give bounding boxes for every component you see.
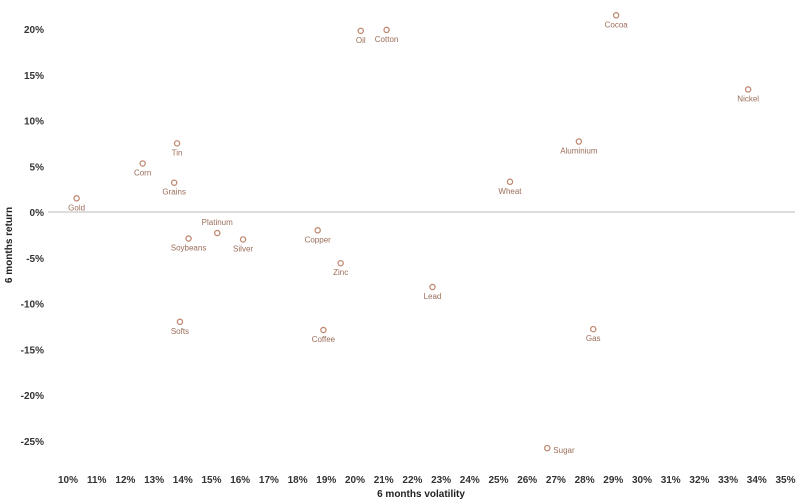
y-tick-label: 10% <box>24 117 44 128</box>
data-point-cotton <box>383 26 390 34</box>
y-tick-label: 15% <box>24 71 44 82</box>
data-point-softs <box>176 318 184 326</box>
point-label-cocoa: Cocoa <box>605 20 629 29</box>
data-point-nickel <box>744 86 752 93</box>
data-point-zinc <box>337 259 344 267</box>
x-tick-label: 21% <box>374 475 394 486</box>
x-tick-label: 25% <box>488 475 508 486</box>
x-tick-label: 22% <box>402 475 422 486</box>
data-point-coffee <box>320 326 327 334</box>
y-axis-title: 6 months return <box>4 207 15 283</box>
point-label-sugar: Sugar <box>553 446 575 455</box>
x-tick-label: 12% <box>115 475 135 486</box>
x-tick-label: 32% <box>689 475 709 486</box>
x-tick-label: 35% <box>775 475 795 486</box>
x-axis-title: 6 months volatility <box>377 489 465 500</box>
point-label-aluminium: Aluminium <box>560 147 598 156</box>
data-point-gas <box>589 325 597 333</box>
x-tick-label: 17% <box>259 475 279 486</box>
point-label-coffee: Coffee <box>312 335 336 344</box>
x-tick-label: 34% <box>747 475 767 486</box>
point-label-platinum: Platinum <box>202 218 233 227</box>
x-tick-label: 26% <box>517 475 537 486</box>
y-tick-label: 0% <box>30 208 45 219</box>
point-label-tin: Tin <box>172 148 183 157</box>
y-tick-label: -10% <box>21 300 44 311</box>
x-tick-label: 11% <box>87 475 107 486</box>
point-label-silver: Silver <box>233 244 253 253</box>
x-tick-label: 30% <box>632 475 652 486</box>
data-point-platinum <box>213 229 221 237</box>
data-point-soybeans <box>185 235 192 242</box>
point-label-lead: Lead <box>424 292 442 301</box>
point-label-nickel: Nickel <box>737 94 759 103</box>
data-point-wheat <box>506 178 514 186</box>
x-tick-label: 33% <box>718 475 738 486</box>
x-tick-label: 15% <box>201 475 221 486</box>
x-tick-label: 27% <box>546 475 566 486</box>
point-label-gas: Gas <box>586 334 601 343</box>
y-tick-label: -20% <box>21 391 44 402</box>
x-tick-label: 18% <box>288 475 308 486</box>
data-point-cocoa <box>612 12 620 19</box>
data-point-lead <box>429 283 436 291</box>
point-label-gold: Gold <box>68 203 85 212</box>
point-label-grains: Grains <box>162 188 186 197</box>
x-tick-label: 13% <box>144 475 164 486</box>
data-point-sugar <box>544 444 551 452</box>
y-tick-labels: 20% 15% 10% 5% 0% -5% -10% -15% -20% -25% <box>21 25 44 448</box>
point-label-copper: Copper <box>305 235 332 244</box>
y-tick-label: 20% <box>24 25 44 36</box>
y-tick-label: -25% <box>21 437 44 448</box>
data-point-corn <box>139 160 146 167</box>
x-tick-label: 31% <box>661 475 681 486</box>
data-point-silver <box>239 236 247 243</box>
data-point-gold <box>73 195 80 202</box>
data-point-grains <box>170 179 178 186</box>
x-tick-label: 14% <box>173 475 193 486</box>
data-point-copper <box>314 227 321 234</box>
x-tick-label: 10% <box>58 475 78 486</box>
x-tick-label: 29% <box>603 475 623 486</box>
point-label-soybeans: Soybeans <box>171 244 207 253</box>
point-label-zinc: Zinc <box>333 268 348 277</box>
y-tick-label: 5% <box>30 162 45 173</box>
data-point-tin <box>173 140 181 147</box>
point-label-softs: Softs <box>171 327 189 336</box>
y-axis-title-group: 6 months return <box>4 207 15 283</box>
x-tick-label: 16% <box>230 475 250 486</box>
x-tick-label: 20% <box>345 475 365 486</box>
x-tick-label: 23% <box>431 475 451 486</box>
data-points <box>73 12 752 452</box>
x-tick-labels: 10% 11% 12% 13% 14% 15% 16% 17% 18% 19% 20% 21% 22% 2… <box>58 475 796 486</box>
y-tick-label: -5% <box>26 254 44 265</box>
point-labels: Gold Corn Tin Grains Platinum Soybeans Silver S… <box>68 20 759 455</box>
point-label-wheat: Wheat <box>498 187 522 196</box>
point-label-oil: Oil <box>356 36 366 45</box>
data-point-aluminium <box>575 138 583 145</box>
point-label-corn: Corn <box>134 169 151 178</box>
point-label-cotton: Cotton <box>375 35 399 44</box>
data-point-oil <box>357 27 364 35</box>
y-tick-label: -15% <box>21 345 44 356</box>
x-tick-label: 28% <box>575 475 595 486</box>
x-tick-label: 24% <box>460 475 480 486</box>
x-tick-label: 19% <box>316 475 336 486</box>
